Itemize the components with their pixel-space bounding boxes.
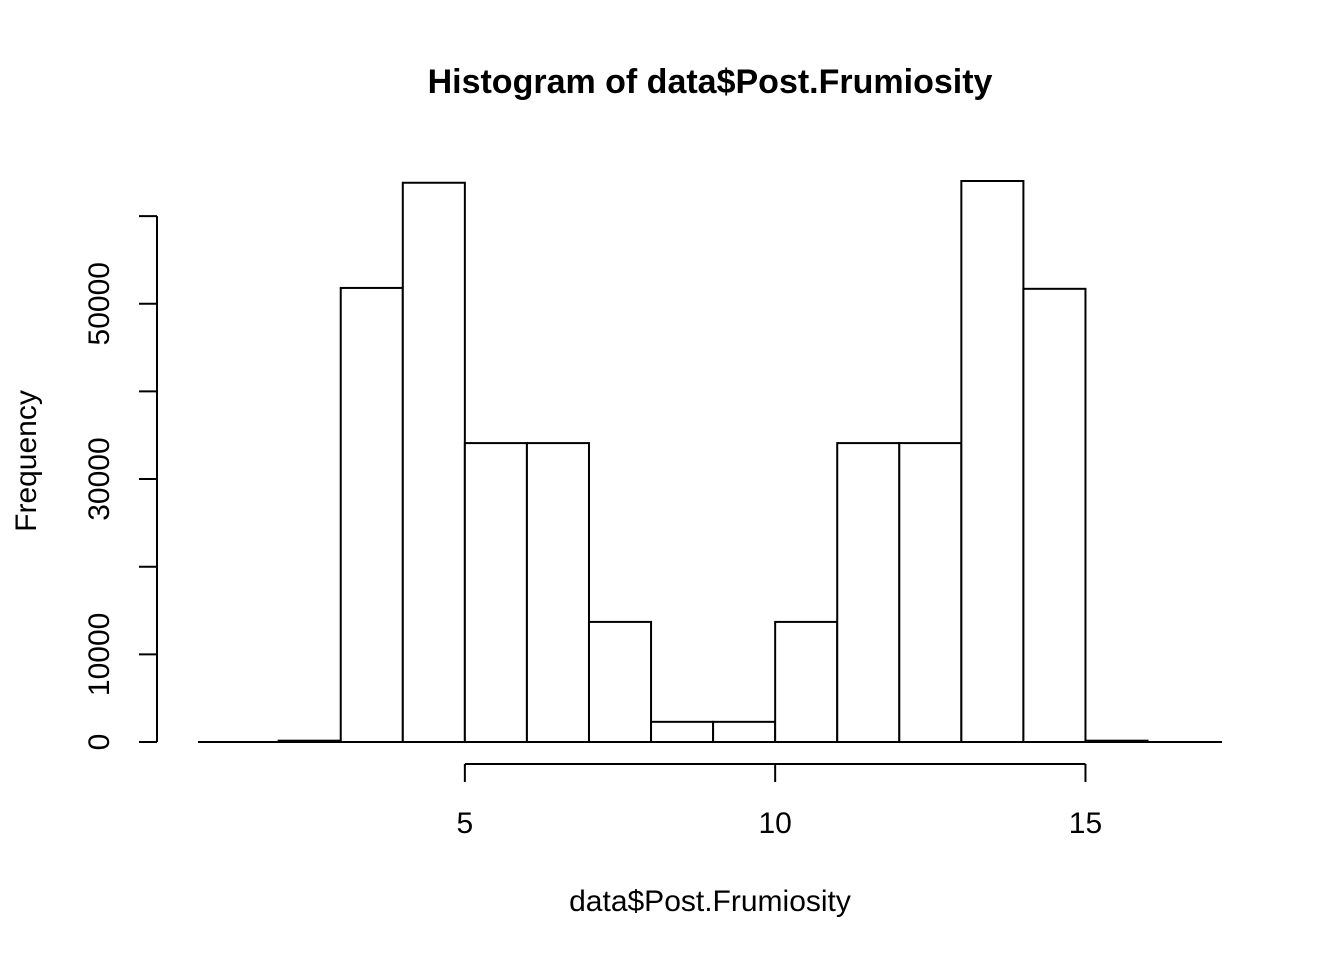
histogram-bar — [1084, 739, 1149, 744]
x-tick-label: 5 — [457, 807, 474, 840]
histogram-bar — [401, 181, 466, 744]
histogram-bar — [650, 720, 715, 743]
histogram-bar — [960, 180, 1025, 743]
histogram-bar — [1022, 287, 1087, 743]
histogram-bar — [277, 739, 342, 744]
chart-title: Histogram of data$Post.Frumiosity — [428, 63, 993, 101]
histogram-bar — [339, 286, 404, 743]
bars — [277, 180, 1149, 744]
x-tick-label: 10 — [758, 807, 791, 840]
histogram-bar — [463, 442, 528, 743]
histogram-bar — [525, 442, 590, 743]
y-axis: 0 10000 30000 50000 — [83, 215, 158, 751]
x-axis-label: data$Post.Frumiosity — [569, 885, 851, 918]
x-axis: 5 10 15 — [457, 763, 1102, 840]
histogram-bar — [898, 442, 963, 743]
histogram-bar — [836, 442, 901, 743]
y-tick-label: 0 — [83, 734, 116, 751]
x-tick-label: 15 — [1069, 807, 1102, 840]
histogram-bar — [774, 620, 839, 744]
y-tick-label: 30000 — [83, 437, 116, 520]
histogram-bar — [587, 620, 653, 744]
y-tick-label: 10000 — [83, 613, 116, 696]
y-tick-label: 50000 — [83, 262, 116, 345]
histogram-bar — [712, 720, 777, 743]
y-axis-label: Frequency — [10, 390, 43, 532]
